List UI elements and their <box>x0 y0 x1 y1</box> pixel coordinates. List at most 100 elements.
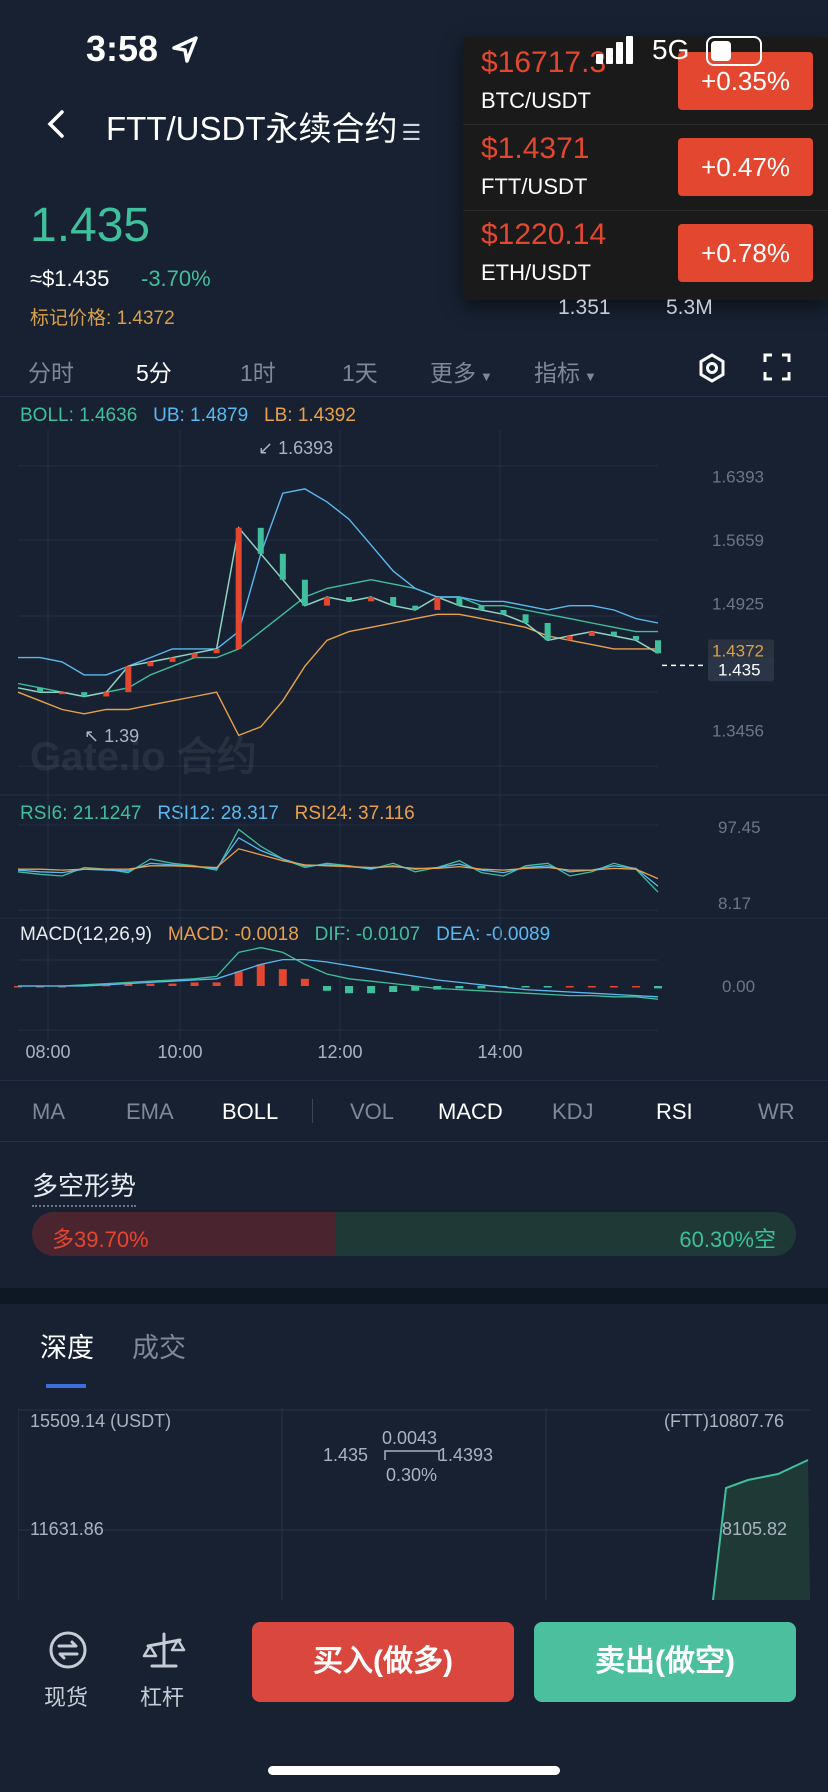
depth-left-top: 15509.14 (USDT) <box>30 1411 172 1431</box>
macd-line-dif <box>18 946 659 1000</box>
candle <box>412 605 419 610</box>
macd-bar <box>234 971 243 986</box>
settings-icon[interactable] <box>696 352 728 384</box>
section-divider <box>0 1288 828 1304</box>
page-title[interactable]: FTT/USDT永续合约 ☰ <box>106 110 422 147</box>
macd-line-dea <box>18 958 659 998</box>
ticker-price: $1.4371 <box>481 132 590 165</box>
fullscreen-icon[interactable] <box>762 352 792 382</box>
back-icon[interactable] <box>38 104 78 144</box>
spot-label[interactable]: 现货 <box>44 1685 89 1710</box>
series-line-price <box>17 526 659 698</box>
sentiment-long-label: 多39.70% <box>52 1227 149 1252</box>
candle <box>103 692 110 697</box>
tab-rsi[interactable]: RSI <box>656 1099 693 1124</box>
candle <box>390 597 397 606</box>
macd-bar <box>367 986 376 994</box>
balance-scale-icon[interactable] <box>142 1628 186 1672</box>
tab-timeline[interactable]: 分时 <box>28 360 74 386</box>
tab-5min[interactable]: 5分 <box>136 360 172 386</box>
macd-bar <box>58 986 67 988</box>
depth-right-mid: 8105.82 <box>722 1519 788 1539</box>
series-line-ub <box>18 488 659 676</box>
leverage-label[interactable]: 杠杆 <box>140 1685 185 1710</box>
ticker-row[interactable]: $1220.14 ETH/USDT +0.78% <box>463 210 828 296</box>
tab-1day[interactable]: 1天 <box>342 360 378 386</box>
series-line-lb <box>17 613 658 737</box>
mark-price-tag-bg <box>708 639 774 662</box>
macd-bar <box>14 986 22 988</box>
ticker-change-badge: +0.35% <box>678 52 813 110</box>
tab-vol[interactable]: VOL <box>350 1099 395 1124</box>
tab-macd[interactable]: MACD <box>438 1099 503 1124</box>
rsi-line-rsi6 <box>17 828 659 893</box>
macd-bar <box>587 986 596 988</box>
exchange-icon[interactable] <box>48 1630 88 1670</box>
macd-bar <box>124 983 133 986</box>
tab-wr[interactable]: WR <box>758 1099 795 1124</box>
candle <box>125 666 132 693</box>
candle <box>368 597 375 602</box>
macd-bar <box>411 986 420 991</box>
candle <box>346 597 353 602</box>
macd-bar <box>477 986 486 989</box>
candle <box>279 553 286 580</box>
candle <box>544 622 551 641</box>
y-tick-label: 1.4925 <box>712 595 764 614</box>
tab-kdj[interactable]: KDJ <box>552 1099 594 1124</box>
mark-price: 标记价格: 1.4372 <box>30 308 175 329</box>
bottom-action-bar: 现货 杠杆 买入(做多) 卖出(做空) <box>0 1600 828 1792</box>
candle <box>37 687 44 693</box>
macd-bar <box>521 986 530 988</box>
x-tick-label: 14:00 <box>477 1042 522 1062</box>
candle <box>522 614 529 623</box>
macd-bar <box>278 969 287 986</box>
tab-divider <box>312 1099 313 1123</box>
chevron-down-icon: ▼ <box>584 369 597 384</box>
macd-bar <box>543 986 552 988</box>
y-tick-label: 0.00 <box>722 977 755 996</box>
candle <box>213 648 220 654</box>
signal-icon <box>596 36 640 64</box>
ticker-pair: BTC/USDT <box>481 88 591 113</box>
buy-long-button[interactable]: 买入(做多) <box>252 1622 514 1702</box>
candle <box>655 640 661 654</box>
depth-chart[interactable] <box>18 1408 810 1600</box>
macd-legend: MACD(12,26,9) MACD: -0.0018 DIF: -0.0107… <box>20 924 551 945</box>
ticker-row[interactable]: $1.4371 FTT/USDT +0.47% <box>463 124 828 211</box>
ticker-popover[interactable]: $16717.3 BTC/USDT +0.35% $1.4371 FTT/USD… <box>463 38 828 300</box>
candle <box>500 610 507 615</box>
status-time: 3:58 <box>86 28 159 69</box>
rsi-legend: RSI6: 21.1247 RSI12: 28.317 RSI24: 37.11… <box>20 803 415 824</box>
y-tick-label: 1.5659 <box>712 531 764 550</box>
macd-bar <box>322 986 331 991</box>
kline-chart[interactable]: 1.6393 1.5659 1.4925 1.3456 ↙ 1.6393 ↖ 1.39 1.… <box>0 430 828 1080</box>
tab-boll[interactable]: BOLL <box>222 1099 279 1124</box>
macd-bar <box>389 986 398 992</box>
tab-depth[interactable]: 深度 <box>40 1333 94 1363</box>
ticker-change-badge: +0.78% <box>678 224 813 282</box>
timeframe-tabs: 分时 5分 1时 1天 更多 ▼ 指标 ▼ <box>0 340 828 397</box>
battery-icon <box>706 36 762 66</box>
sell-short-button[interactable]: 卖出(做空) <box>534 1622 796 1702</box>
candle <box>257 527 264 554</box>
tab-trades[interactable]: 成交 <box>132 1333 186 1363</box>
sentiment-title[interactable]: 多空形势 <box>32 1166 137 1207</box>
x-tick-label: 10:00 <box>157 1042 202 1062</box>
status-bar: 3:58 <box>0 0 828 100</box>
tab-ema[interactable]: EMA <box>126 1099 174 1124</box>
macd-bar <box>256 964 265 986</box>
macd-bar <box>345 986 354 994</box>
candle <box>147 661 154 667</box>
ticker-row[interactable]: $16717.3 BTC/USDT +0.35% <box>463 38 828 125</box>
tab-more[interactable]: 更多 ▼ <box>430 360 493 386</box>
candle <box>566 635 573 641</box>
macd-bar <box>168 983 177 986</box>
macd-bar <box>654 986 662 989</box>
tab-indicators[interactable]: 指标 ▼ <box>534 360 597 386</box>
tab-1hour[interactable]: 1时 <box>240 360 276 386</box>
series-line-boll <box>17 578 658 698</box>
tab-active-indicator <box>46 1384 86 1388</box>
macd-bar <box>36 986 45 988</box>
tab-ma[interactable]: MA <box>32 1099 65 1124</box>
